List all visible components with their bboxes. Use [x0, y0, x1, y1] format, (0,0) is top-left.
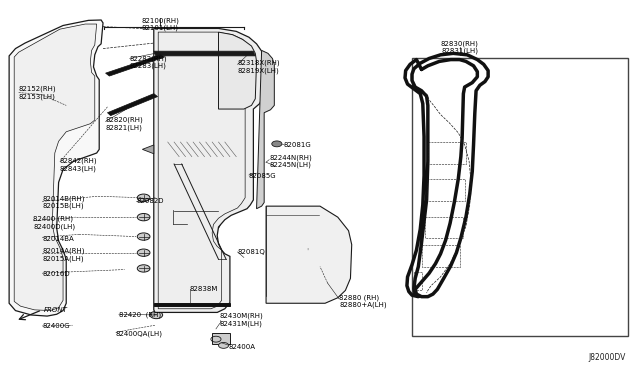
Text: 82400G: 82400G	[42, 323, 70, 329]
Circle shape	[218, 343, 228, 348]
Text: 82400A: 82400A	[228, 343, 255, 350]
Polygon shape	[142, 145, 154, 154]
Text: 82830(RH)
82831(LH): 82830(RH) 82831(LH)	[441, 41, 479, 54]
Bar	[212, 333, 230, 344]
Text: 82152(RH)
82153(LH): 82152(RH) 82153(LH)	[19, 86, 56, 100]
Text: 82014A(RH)
82015A(LH): 82014A(RH) 82015A(LH)	[42, 248, 84, 262]
Text: 82100(RH)
82101(LH): 82100(RH) 82101(LH)	[141, 17, 179, 31]
Polygon shape	[257, 51, 275, 209]
Circle shape	[172, 209, 220, 237]
Text: ': '	[306, 248, 308, 257]
Polygon shape	[218, 32, 257, 109]
Bar	[412, 58, 628, 336]
Polygon shape	[154, 302, 230, 306]
Text: 82880 (RH)
82880+A(LH): 82880 (RH) 82880+A(LH)	[339, 294, 387, 308]
Circle shape	[150, 311, 163, 319]
Polygon shape	[9, 20, 103, 316]
Text: 82080EA(RH)
82080EE(LH): 82080EA(RH) 82080EE(LH)	[515, 192, 563, 206]
Text: 82420  (RH): 82420 (RH)	[119, 312, 161, 318]
Text: 82244N(RH)
82245N(LH): 82244N(RH) 82245N(LH)	[269, 154, 312, 169]
Text: 82014BA: 82014BA	[42, 236, 74, 242]
Text: 82838M: 82838M	[190, 286, 218, 292]
Text: 82081Q: 82081Q	[237, 249, 265, 255]
Polygon shape	[14, 24, 97, 311]
Text: 82430M(RH)
82431M(LH): 82430M(RH) 82431M(LH)	[220, 313, 264, 327]
Circle shape	[137, 265, 150, 272]
Circle shape	[191, 220, 202, 225]
Text: J82000DV: J82000DV	[588, 353, 626, 362]
Text: 82014B(RH)
82015B(LH): 82014B(RH) 82015B(LH)	[42, 196, 84, 209]
Polygon shape	[108, 94, 157, 116]
Text: 82842(RH)
82843(LH): 82842(RH) 82843(LH)	[60, 158, 97, 172]
Text: 82318X(RH)
82819X(LH): 82318X(RH) 82819X(LH)	[237, 60, 280, 74]
Text: 82080E (RH)
82080ED(LH): 82080E (RH) 82080ED(LH)	[515, 161, 562, 176]
Text: 82820(RH)
82821(LH): 82820(RH) 82821(LH)	[106, 117, 143, 131]
Polygon shape	[266, 206, 352, 303]
Circle shape	[137, 233, 150, 240]
Text: 82400QA(LH): 82400QA(LH)	[116, 330, 163, 337]
Polygon shape	[154, 28, 263, 312]
Text: 82082D: 82082D	[136, 198, 163, 204]
Text: 82085G: 82085G	[249, 173, 276, 179]
Text: 82016D: 82016D	[42, 271, 70, 277]
Circle shape	[137, 214, 150, 221]
Text: 82400 (RH)
82400D(LH): 82400 (RH) 82400D(LH)	[33, 216, 76, 230]
Polygon shape	[106, 55, 164, 76]
Text: 82080EC(RH)
82080EG(LH): 82080EC(RH) 82080EG(LH)	[515, 131, 563, 145]
Text: 82080E3(RH)
82080EF(LH): 82080E3(RH) 82080EF(LH)	[515, 222, 562, 236]
Text: 82081G: 82081G	[284, 142, 312, 148]
Text: FRONT: FRONT	[44, 307, 68, 313]
Text: 82282(RH)
82283(LH): 82282(RH) 82283(LH)	[130, 55, 167, 69]
Circle shape	[272, 141, 282, 147]
Polygon shape	[154, 51, 255, 56]
Circle shape	[137, 249, 150, 256]
Circle shape	[137, 194, 150, 201]
